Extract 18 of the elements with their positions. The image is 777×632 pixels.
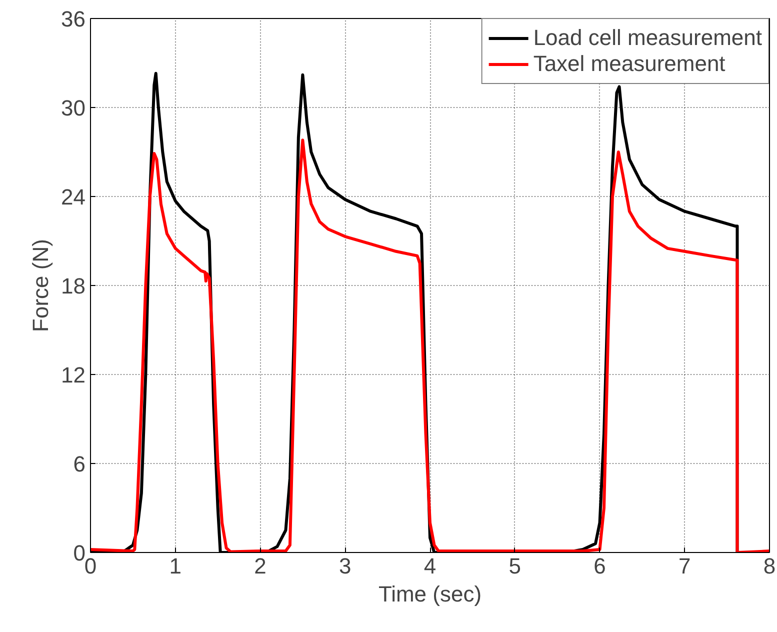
y-tick-label: 18 [61,274,86,298]
y-tick-label: 6 [73,452,86,476]
legend-label: Taxel measurement [533,51,726,77]
y-tick-label: 24 [61,184,86,210]
x-tick-label: 4 [424,554,436,578]
x-tick-label: 5 [508,554,522,578]
x-tick-label: 3 [339,554,352,578]
x-tick-label: 8 [763,554,776,578]
x-tick-label: 6 [594,554,606,578]
x-tick-label: 2 [254,554,266,578]
y-tick-label: 12 [61,362,86,388]
y-tick-label: 30 [61,96,86,120]
x-tick-label: 1 [169,554,182,578]
legend-label: Load cell measurement [533,25,762,51]
x-tick-label: 7 [678,554,691,578]
x-axis-title: Time (sec) [378,582,482,606]
y-tick-label: 36 [61,6,86,32]
y-axis-title: Force (N) [28,239,54,332]
